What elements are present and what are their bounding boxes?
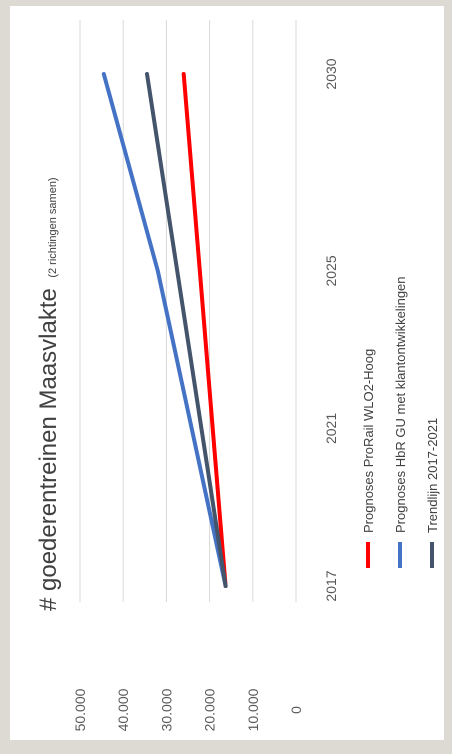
y-tick-label: 0: [288, 706, 304, 714]
y-tick-label: 30.000: [158, 688, 174, 731]
y-tick-label: 40.000: [115, 688, 131, 731]
chart-subtitle: (2 richtingen samen): [47, 177, 59, 277]
y-tick-label: 20.000: [202, 688, 218, 731]
legend-label: Prognoses ProRail WLO2-Hoog: [361, 349, 376, 533]
legend-label: Prognoses HbR GU met klantontwikkelingen: [393, 276, 408, 533]
series-line: [101, 72, 228, 588]
series-line: [145, 72, 228, 588]
chart-title-main: # goederentreinen Maasvlakte: [35, 288, 62, 611]
chart-frame: 0 10.000 20.000 30.000 40.000 50.000 2017 2021…: [10, 6, 444, 740]
x-tick-label: 2017: [323, 570, 339, 601]
y-tick-label: 10.000: [245, 688, 261, 731]
legend-label: Trendlijn 2017-2021: [425, 418, 440, 533]
line-chart: 0 10.000 20.000 30.000 40.000 50.000 2017 2021…: [35, 20, 440, 731]
series-lines: [101, 72, 228, 588]
series-line: [181, 72, 228, 588]
y-tick-label: 50.000: [72, 688, 88, 731]
legend: Prognoses ProRail WLO2-Hoog Prognoses HbR…: [361, 276, 440, 568]
x-tick-label: 2030: [323, 58, 339, 89]
x-tick-label: 2025: [323, 255, 339, 286]
gridlines: [79, 20, 297, 602]
x-tick-label: 2021: [323, 413, 339, 444]
x-tick-labels: 2017 2021 2025 2030: [323, 58, 339, 601]
chart-title: # goederentreinen Maasvlakte (2 richting…: [35, 177, 62, 611]
y-tick-labels: 0 10.000 20.000 30.000 40.000 50.000: [72, 688, 304, 731]
